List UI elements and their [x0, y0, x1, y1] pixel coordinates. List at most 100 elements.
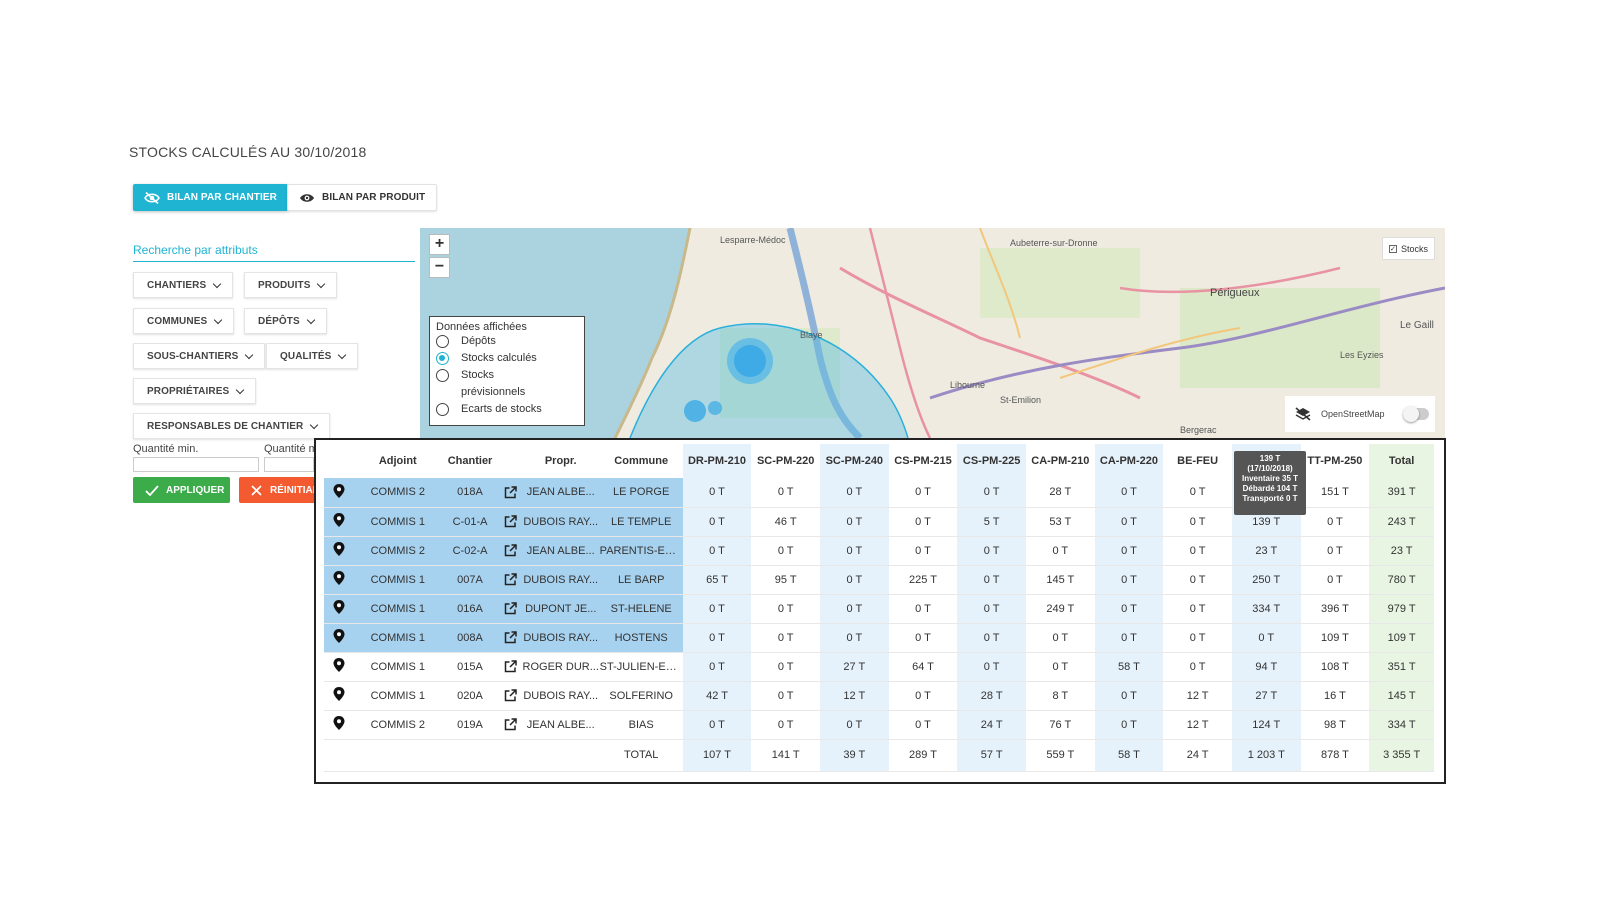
cell-quantity[interactable]: 0 T	[1163, 652, 1232, 682]
cell-quantity[interactable]: 64 T	[888, 652, 958, 682]
map[interactable]: Lesparre-Médoc Blaye Aubeterre-sur-Dronn…	[420, 228, 1445, 438]
radio-checked-icon[interactable]	[436, 352, 449, 365]
cell-quantity[interactable]: 0 T	[888, 710, 958, 740]
cell-quantity[interactable]: 0 T	[751, 536, 820, 566]
quantity-min-input[interactable]	[133, 457, 259, 472]
map-pin-icon[interactable]	[332, 657, 346, 673]
cell-quantity[interactable]: 0 T	[820, 536, 889, 566]
col-header-chantier[interactable]: Chantier	[447, 455, 493, 467]
cell-quantity[interactable]: 225 T	[888, 565, 958, 595]
cell-quantity[interactable]: 0 T	[957, 565, 1026, 595]
cell-quantity[interactable]: 124 T	[1231, 710, 1301, 740]
open-in-new-icon[interactable]	[504, 689, 517, 702]
cell-quantity[interactable]: 76 T	[1025, 710, 1095, 740]
cell-quantity[interactable]: 0 T	[682, 710, 752, 740]
cell-quantity[interactable]: 0 T	[751, 681, 820, 711]
cell-quantity[interactable]: 65 T	[682, 565, 752, 595]
bilan-par-produit-button[interactable]: BILAN PAR PRODUIT	[287, 184, 438, 211]
cell-quantity[interactable]: 0 T	[751, 710, 820, 740]
cell-quantity[interactable]: 0 T	[1025, 652, 1095, 682]
map-pin-icon[interactable]	[332, 686, 346, 702]
cell-quantity[interactable]: 145 T	[1369, 681, 1434, 711]
stocks-layer-toggle[interactable]: ✓ Stocks	[1381, 237, 1435, 260]
cell-quantity[interactable]: 0 T	[888, 623, 958, 653]
cell-quantity[interactable]: 0 T	[1094, 507, 1164, 537]
search-input[interactable]: Recherche par attributs	[133, 240, 415, 262]
cell-quantity[interactable]: 27 T	[820, 652, 889, 682]
cell-quantity[interactable]: 334 T	[1231, 594, 1301, 624]
checkbox-checked-icon[interactable]: ✓	[1388, 244, 1397, 253]
cell-quantity[interactable]: 0 T	[820, 623, 889, 653]
cell-quantity[interactable]: 0 T	[1300, 536, 1370, 566]
cell-quantity[interactable]: 0 T	[682, 594, 752, 624]
cell-quantity[interactable]: 0 T	[682, 536, 752, 566]
open-in-new-icon[interactable]	[504, 602, 517, 615]
zoom-out-button[interactable]: −	[429, 257, 450, 278]
cell-quantity[interactable]: 0 T	[820, 594, 889, 624]
cell-quantity[interactable]: 0 T	[751, 478, 820, 508]
cell-quantity[interactable]: 0 T	[957, 536, 1026, 566]
filter-communes[interactable]: COMMUNES	[133, 308, 235, 334]
cell-quantity[interactable]: 0 T	[1163, 565, 1232, 595]
filter-produits[interactable]: PRODUITS	[244, 272, 338, 298]
cell-quantity[interactable]: 0 T	[1094, 478, 1164, 508]
cell-quantity[interactable]: 0 T	[1163, 623, 1232, 653]
apply-button[interactable]: APPLIQUER	[133, 477, 230, 503]
col-header-sc-pm-240[interactable]: SC-PM-240	[820, 444, 889, 478]
cell-quantity[interactable]: 0 T	[1094, 623, 1164, 653]
cell-quantity[interactable]: 0 T	[1163, 478, 1232, 508]
map-pin-icon[interactable]	[332, 570, 346, 586]
cell-quantity[interactable]: 0 T	[1163, 594, 1232, 624]
cell-quantity[interactable]: 0 T	[1025, 536, 1095, 566]
filter-chantiers[interactable]: CHANTIERS	[133, 272, 234, 298]
cell-quantity[interactable]: 0 T	[1163, 536, 1232, 566]
filter-qualites[interactable]: QUALITÉS	[266, 343, 359, 369]
cell-quantity[interactable]: 8 T	[1025, 681, 1095, 711]
cell-quantity[interactable]: 28 T	[1025, 478, 1095, 508]
cell-quantity[interactable]: 0 T	[1094, 536, 1164, 566]
table-row[interactable]: COMMIS 2 C-02-A JEAN ALBE... PARENTIS-EN-..…	[324, 536, 1434, 566]
bilan-par-chantier-button[interactable]: BILAN PAR CHANTIER	[133, 184, 288, 211]
cell-quantity[interactable]: 334 T	[1369, 710, 1434, 740]
cell-quantity[interactable]: 0 T	[1231, 623, 1301, 653]
col-header-tt-pm-250[interactable]: TT-PM-250	[1307, 455, 1363, 467]
cell-quantity[interactable]: 53 T	[1025, 507, 1095, 537]
cell-quantity[interactable]: 780 T	[1369, 565, 1434, 595]
filter-depots[interactable]: DÉPÔTS	[244, 308, 327, 334]
cell-quantity[interactable]: 0 T	[1300, 565, 1370, 595]
cell-quantity[interactable]: 94 T	[1231, 652, 1301, 682]
filter-responsables[interactable]: RESPONSABLES DE CHANTIER	[133, 413, 331, 439]
cell-quantity[interactable]: 391 T	[1369, 478, 1434, 508]
cell-quantity[interactable]: 5 T	[957, 507, 1026, 537]
cell-quantity[interactable]: 0 T	[888, 594, 958, 624]
cell-quantity[interactable]: 151 T	[1300, 478, 1370, 508]
radio-icon[interactable]	[436, 335, 449, 348]
cell-quantity[interactable]: 249 T	[1025, 594, 1095, 624]
cell-quantity[interactable]: 0 T	[888, 536, 958, 566]
cell-quantity[interactable]: 27 T	[1231, 681, 1301, 711]
map-pin-icon[interactable]	[332, 541, 346, 557]
cell-quantity[interactable]: 0 T	[682, 623, 752, 653]
cell-quantity[interactable]: 0 T	[888, 478, 958, 508]
col-header-adjoint[interactable]: Adjoint	[378, 455, 417, 467]
map-pin-icon[interactable]	[332, 512, 346, 528]
basemap-toggle[interactable]	[1402, 406, 1429, 422]
filter-sous-chantiers[interactable]: SOUS-CHANTIERS	[133, 343, 266, 369]
cell-quantity[interactable]: 0 T	[820, 565, 889, 595]
cell-quantity[interactable]: 23 T	[1231, 536, 1301, 566]
col-header-ca-pm-220[interactable]: CA-PM-220	[1094, 444, 1164, 478]
filter-proprietaires[interactable]: PROPRIÉTAIRES	[133, 378, 257, 404]
cell-quantity[interactable]: 0 T	[751, 594, 820, 624]
cell-quantity[interactable]: 0 T	[1163, 507, 1232, 537]
open-in-new-icon[interactable]	[504, 515, 517, 528]
radio-icon[interactable]	[436, 403, 449, 416]
cell-quantity[interactable]: 108 T	[1300, 652, 1370, 682]
reset-button[interactable]: RÉINITIAL	[239, 477, 319, 503]
col-header-dr-pm-210[interactable]: DR-PM-210	[682, 444, 752, 478]
cell-quantity[interactable]: 0 T	[957, 594, 1026, 624]
